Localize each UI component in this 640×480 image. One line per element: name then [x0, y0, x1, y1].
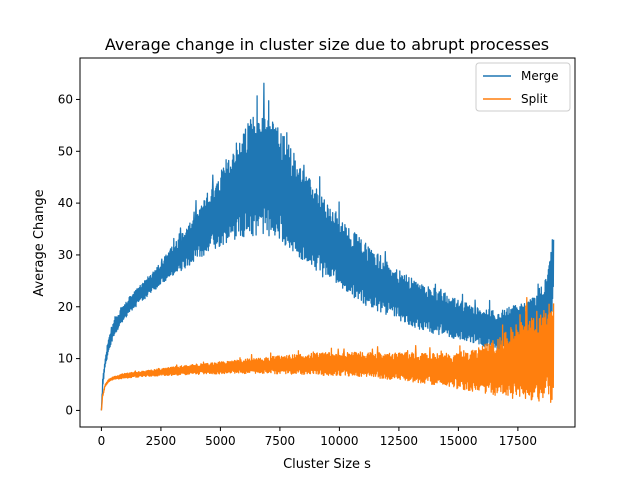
y-tick-label: 20	[58, 300, 73, 314]
legend: Merge Split	[475, 62, 571, 112]
chart-title: Average change in cluster size due to ab…	[105, 35, 549, 54]
y-tick-label: 10	[58, 352, 73, 366]
plot-frame	[79, 57, 576, 428]
y-tick-label: 0	[65, 403, 73, 417]
y-tick-label: 30	[58, 248, 73, 262]
x-tick-label: 17500	[499, 434, 537, 448]
x-tick-label: 7500	[265, 434, 296, 448]
x-tick-label: 15000	[439, 434, 477, 448]
x-tick-label: 0	[98, 434, 106, 448]
x-axis-label: Cluster Size s	[283, 457, 371, 472]
series-line-split	[100, 297, 555, 411]
series-layer	[100, 82, 555, 411]
legend-label-merge: Merge	[521, 69, 558, 83]
y-tick-label: 50	[58, 144, 73, 158]
x-tick-label: 12500	[380, 434, 418, 448]
series-line-merge	[100, 82, 555, 411]
y-axis-ticks: 0 10 20 30 40 50 60	[58, 92, 80, 417]
x-tick-label: 10000	[320, 434, 358, 448]
x-tick-label: 2500	[146, 434, 177, 448]
x-axis-ticks: 0 2500 5000 7500 10000 12500 15000 17500	[98, 427, 537, 448]
y-axis-label: Average Change	[32, 189, 47, 296]
y-tick-label: 40	[58, 196, 73, 210]
y-tick-label: 60	[58, 92, 73, 106]
legend-label-split: Split	[521, 92, 548, 106]
x-tick-label: 5000	[205, 434, 236, 448]
axes-layer	[79, 57, 576, 428]
